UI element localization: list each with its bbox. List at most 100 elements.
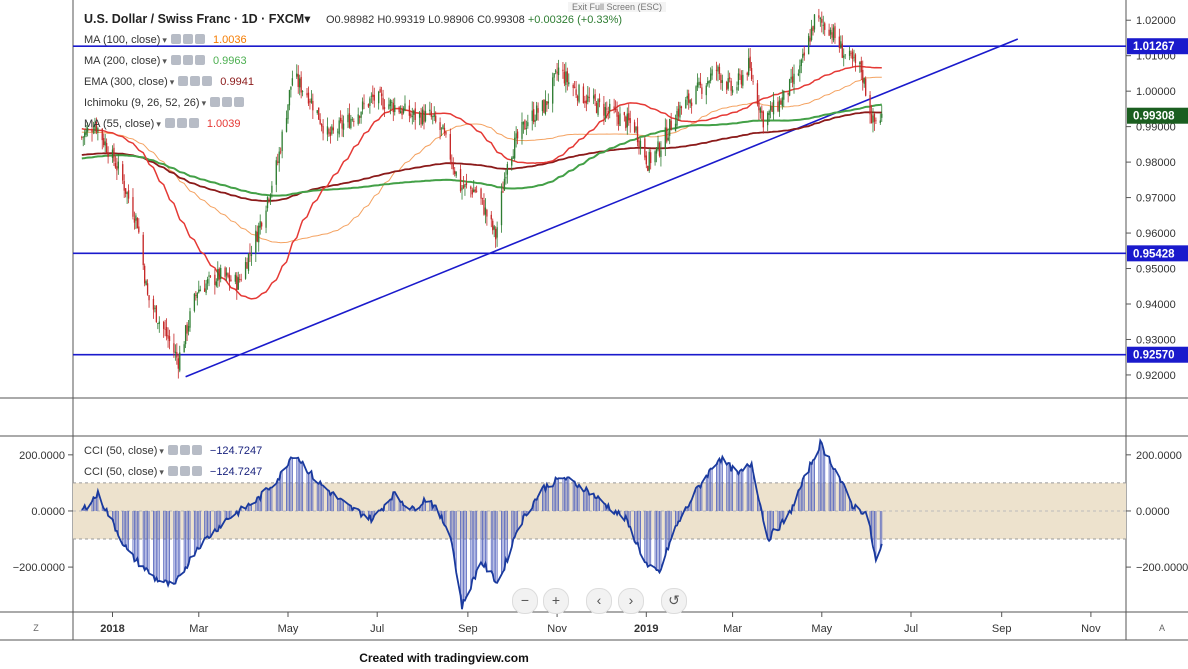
indicator-controls[interactable]	[164, 117, 201, 131]
gear-icon[interactable]	[182, 55, 193, 66]
candle-body	[698, 81, 700, 86]
candle-body	[607, 111, 609, 113]
candle-body	[237, 277, 239, 290]
candle-body	[338, 120, 340, 135]
gear-icon[interactable]	[222, 97, 233, 108]
candle-body	[505, 177, 507, 179]
cci-legend-1[interactable]: CCI (50, close) ▾ −124.7247	[84, 465, 262, 479]
indicator-controls[interactable]	[210, 96, 246, 110]
ema300-line	[81, 111, 882, 202]
eye-icon[interactable]	[164, 118, 175, 129]
indicator-legend-3[interactable]: Ichimoku (9, 26, 52, 26) ▾	[84, 96, 252, 110]
candle-body	[568, 82, 570, 85]
indicator-controls[interactable]	[178, 75, 214, 89]
candle-body	[688, 93, 690, 103]
candle-body	[92, 131, 95, 133]
indicator-legend-0[interactable]: MA (100, close) ▾ 1.0036	[84, 33, 247, 47]
eye-icon[interactable]	[170, 55, 181, 66]
cci-legend-0[interactable]: CCI (50, close) ▾ −124.7247	[84, 444, 262, 458]
candle-body	[328, 128, 330, 134]
gear-icon[interactable]	[176, 118, 187, 129]
eye-icon[interactable]	[167, 445, 178, 456]
candle-body	[392, 102, 394, 113]
chevron-down-icon[interactable]: ▾	[162, 35, 167, 45]
close-icon[interactable]	[234, 97, 245, 108]
eye-icon[interactable]	[170, 34, 181, 45]
cci-legend-value: −124.7247	[209, 445, 263, 457]
chevron-down-icon[interactable]: ▾	[159, 467, 164, 477]
gear-icon[interactable]	[179, 466, 190, 477]
chevron-down-icon[interactable]: ▾	[159, 446, 164, 456]
candle-body	[316, 110, 318, 113]
candle-body	[173, 343, 175, 353]
candle-body	[587, 95, 589, 102]
gear-icon[interactable]	[190, 76, 201, 87]
candle-body	[341, 120, 343, 129]
candle-body	[780, 100, 782, 105]
candle-body	[306, 93, 308, 96]
timezone-z-icon[interactable]: Z	[33, 623, 39, 633]
time-tick-label: 2018	[100, 623, 124, 635]
candle-body	[281, 131, 283, 152]
close-icon[interactable]	[194, 55, 205, 66]
zoom-in-button[interactable]: +	[543, 588, 569, 614]
candle-body	[701, 87, 703, 94]
gear-icon[interactable]	[179, 445, 190, 456]
symbol-title[interactable]: U.S. Dollar / Swiss Franc · 1D · FXCM	[84, 12, 305, 26]
close-icon[interactable]	[191, 466, 202, 477]
gear-icon[interactable]	[182, 34, 193, 45]
auto-scale-a-icon[interactable]: A	[1158, 623, 1165, 633]
indicator-legend-2[interactable]: EMA (300, close) ▾ 0.9941	[84, 75, 254, 89]
candle-body	[639, 140, 642, 149]
candle-body	[576, 96, 579, 101]
candle-body	[291, 78, 294, 86]
candle-body	[762, 111, 764, 128]
indicator-controls[interactable]	[170, 33, 207, 47]
candle-body	[677, 108, 680, 117]
scroll-left-button[interactable]: ‹	[586, 588, 612, 614]
chevron-down-icon[interactable]: ▾	[162, 56, 167, 66]
eye-icon[interactable]	[210, 97, 221, 108]
candle-body	[122, 164, 124, 181]
candle-body	[300, 76, 302, 93]
candle-body	[638, 140, 640, 147]
candle-body	[424, 111, 427, 122]
candle-body	[269, 194, 272, 201]
candle-body	[372, 94, 374, 97]
close-icon[interactable]	[194, 34, 205, 45]
eye-icon[interactable]	[167, 466, 178, 477]
candle-body	[309, 101, 311, 103]
candle-body	[230, 279, 232, 281]
candle-body	[731, 89, 734, 93]
reset-chart-button[interactable]: ↺	[661, 588, 687, 614]
candle-body	[657, 141, 659, 150]
candle-body	[730, 80, 732, 91]
indicator-legend-4[interactable]: MA (55, close) ▾ 1.0039	[84, 117, 241, 131]
candle-body	[256, 231, 258, 242]
candle-body	[819, 18, 821, 20]
zoom-out-button[interactable]: −	[512, 588, 538, 614]
indicator-controls[interactable]	[170, 54, 207, 68]
indicator-legend-1[interactable]: MA (200, close) ▾ 0.9963	[84, 54, 247, 68]
chevron-down-icon[interactable]: ▾	[169, 77, 175, 87]
candle-body	[873, 114, 876, 122]
exit-fullscreen-hint[interactable]: Exit Full Screen (ESC)	[568, 2, 667, 12]
indicator-legend-label: MA (55, close)	[84, 118, 155, 130]
candle-body	[186, 324, 188, 334]
chevron-down-icon[interactable]: ▾	[201, 98, 207, 108]
close-icon[interactable]	[191, 445, 202, 456]
candle-body	[228, 274, 231, 282]
chevron-down-icon[interactable]: ▾	[156, 119, 161, 129]
indicator-controls[interactable]	[167, 465, 204, 479]
close-icon[interactable]	[188, 118, 199, 129]
candle-body	[236, 275, 238, 291]
scroll-right-button[interactable]: ›	[618, 588, 644, 614]
candle-body	[563, 71, 566, 84]
candle-body	[154, 307, 156, 309]
eye-icon[interactable]	[178, 76, 189, 87]
candle-body	[353, 121, 355, 122]
close-icon[interactable]	[202, 76, 213, 87]
candle-body	[759, 108, 762, 113]
indicator-controls[interactable]	[167, 444, 204, 458]
